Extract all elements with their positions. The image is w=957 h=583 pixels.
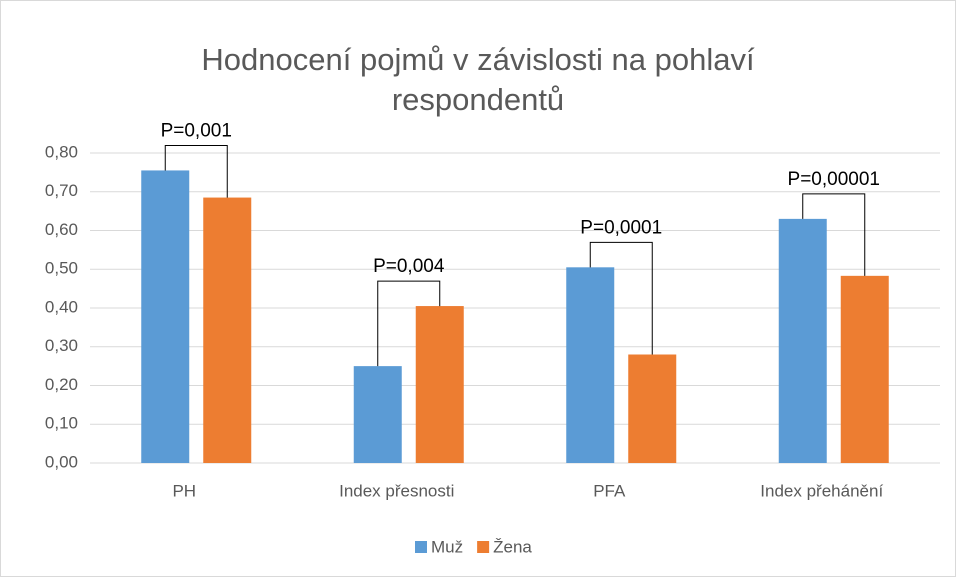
significance-bracket xyxy=(377,280,441,367)
x-tick-label: PH xyxy=(172,481,196,500)
annotation: P=0,00001 xyxy=(788,169,880,190)
significance-bracket xyxy=(164,144,228,198)
x-tick-label: PFA xyxy=(593,481,626,500)
significance-bracket xyxy=(589,241,653,355)
y-tick-label: 0,10 xyxy=(45,414,78,433)
bar xyxy=(628,354,677,463)
bar xyxy=(141,170,190,463)
bar xyxy=(415,306,464,463)
y-tick-label: 0,80 xyxy=(45,142,78,161)
x-tick-label: Index přesnosti xyxy=(339,481,454,500)
y-tick-label: 0,00 xyxy=(45,452,78,471)
legend-swatch xyxy=(415,541,427,553)
bar xyxy=(203,197,252,463)
y-tick-label: 0,70 xyxy=(45,181,78,200)
bar xyxy=(840,275,889,463)
annotation: P=0,0001 xyxy=(580,217,662,238)
bar xyxy=(353,366,402,463)
annotation: P=0,001 xyxy=(161,120,232,141)
chart-title: respondentů xyxy=(392,82,564,117)
y-tick-label: 0,50 xyxy=(45,259,78,278)
significance-bracket xyxy=(802,193,866,276)
bar xyxy=(566,267,615,463)
x-tick-label: Index přehánění xyxy=(760,481,883,500)
legend-label: Žena xyxy=(493,537,532,556)
legend-label: Muž xyxy=(431,537,463,556)
y-tick-label: 0,20 xyxy=(45,375,78,394)
annotation: P=0,004 xyxy=(373,256,445,277)
y-tick-label: 0,40 xyxy=(45,297,78,316)
legend-swatch xyxy=(477,541,490,553)
chart-title: Hodnocení pojmů v závislosti na pohlaví xyxy=(201,42,755,77)
y-tick-label: 0,60 xyxy=(45,220,78,239)
y-tick-label: 0,30 xyxy=(45,336,78,355)
bar xyxy=(778,218,827,463)
